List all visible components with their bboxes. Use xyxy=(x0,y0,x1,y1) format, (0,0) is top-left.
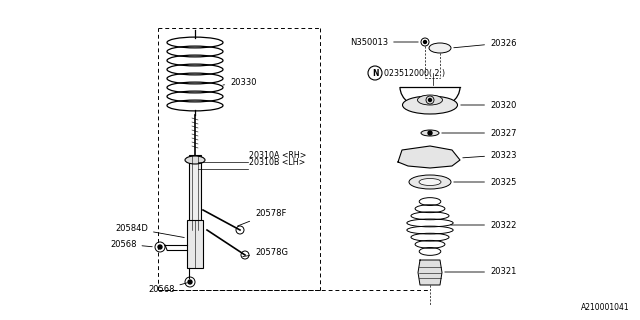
Text: N: N xyxy=(372,68,378,77)
Text: 20330: 20330 xyxy=(223,77,257,86)
Text: 20327: 20327 xyxy=(442,129,516,138)
Circle shape xyxy=(428,131,432,135)
Ellipse shape xyxy=(421,130,439,136)
Ellipse shape xyxy=(403,96,458,114)
Text: 20310A <RH>: 20310A <RH> xyxy=(249,151,307,160)
Text: 20321: 20321 xyxy=(445,268,516,276)
Text: N350013: N350013 xyxy=(350,37,418,46)
Circle shape xyxy=(158,245,162,249)
Ellipse shape xyxy=(429,43,451,53)
Text: 20568: 20568 xyxy=(148,283,188,294)
Bar xyxy=(187,220,203,268)
Text: 20584D: 20584D xyxy=(115,223,184,237)
Polygon shape xyxy=(398,146,460,168)
Text: 20578G: 20578G xyxy=(243,247,288,257)
Circle shape xyxy=(424,41,426,44)
Text: 20568: 20568 xyxy=(110,239,152,249)
Text: 20323: 20323 xyxy=(463,150,516,159)
Text: 023512000( 2 ): 023512000( 2 ) xyxy=(384,68,445,77)
Text: 20325: 20325 xyxy=(454,178,516,187)
Ellipse shape xyxy=(185,156,205,164)
Text: 20310B <LH>: 20310B <LH> xyxy=(249,158,305,167)
Text: 20578F: 20578F xyxy=(237,209,286,226)
Ellipse shape xyxy=(417,95,442,105)
Circle shape xyxy=(188,280,192,284)
Circle shape xyxy=(429,99,431,101)
Text: 20322: 20322 xyxy=(451,220,516,229)
Text: 20320: 20320 xyxy=(461,100,516,109)
Text: 20326: 20326 xyxy=(454,38,516,48)
Ellipse shape xyxy=(419,179,441,186)
Text: A210001041: A210001041 xyxy=(581,303,630,312)
Ellipse shape xyxy=(409,175,451,189)
Polygon shape xyxy=(418,260,442,285)
Bar xyxy=(189,155,201,230)
